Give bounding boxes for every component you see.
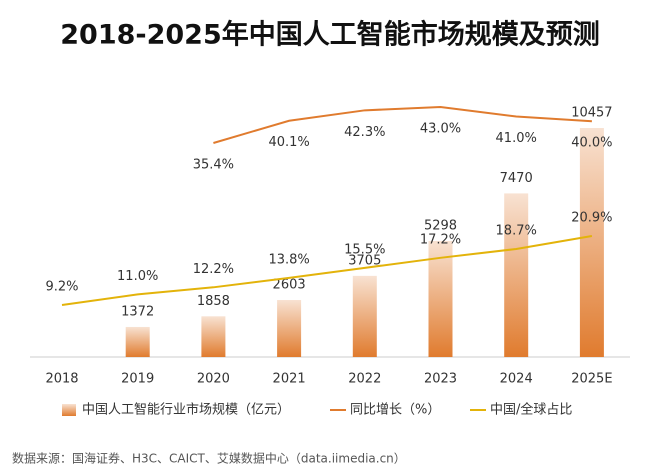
line-label: 13.8%: [268, 252, 309, 267]
bar-label: 2603: [273, 277, 306, 292]
x-tick-label: 2021: [273, 372, 306, 387]
line-label: 9.2%: [45, 280, 78, 295]
line-label: 18.7%: [496, 223, 537, 238]
bar-label: 10457: [571, 106, 612, 121]
bar: [428, 240, 453, 357]
x-tick-label: 2023: [424, 372, 457, 387]
line-label: 20.9%: [571, 211, 612, 226]
line-label: 41.0%: [496, 131, 537, 146]
line-label: 40.1%: [268, 135, 309, 150]
x-tick-label: 2018: [45, 372, 78, 387]
line-label: 43.0%: [420, 122, 461, 137]
line-label: 40.0%: [571, 136, 612, 151]
bar: [125, 326, 150, 357]
bar: [579, 128, 604, 357]
bar: [504, 193, 529, 357]
line: [213, 105, 592, 144]
legend-swatch: [62, 404, 76, 416]
chart-title: 2018-2025年中国人工智能市场规模及预测: [60, 19, 600, 51]
bar: [277, 299, 302, 357]
line-label: 42.3%: [344, 125, 385, 140]
bar-label: 7470: [500, 171, 533, 186]
x-tick-label: 2024: [500, 372, 533, 387]
x-tick-label: 2025E: [571, 372, 612, 387]
legend-label: 中国/全球占比: [490, 402, 572, 418]
line-label: 15.5%: [344, 242, 385, 257]
line-label: 35.4%: [193, 158, 234, 173]
x-tick-label: 2019: [121, 372, 154, 387]
line: [61, 235, 593, 306]
line-label: 12.2%: [193, 262, 234, 277]
bar-label: 1372: [121, 304, 154, 319]
bar: [201, 316, 226, 357]
legend-label: 中国人工智能行业市场规模（亿元）: [82, 402, 290, 418]
bar-label: 5298: [424, 218, 457, 233]
source: 数据来源：国海证券、H3C、CAICT、艾媒数据中心（data.iimedia.…: [12, 451, 406, 466]
x-tick-label: 2020: [197, 372, 230, 387]
bar-label: 3705: [348, 253, 381, 268]
line-label: 11.0%: [117, 269, 158, 284]
bar: [352, 275, 377, 357]
legend-label: 同比增长（%）: [350, 403, 440, 418]
bar-label: 1858: [197, 294, 230, 309]
x-tick-label: 2022: [348, 372, 381, 387]
line-label: 17.2%: [420, 232, 461, 247]
